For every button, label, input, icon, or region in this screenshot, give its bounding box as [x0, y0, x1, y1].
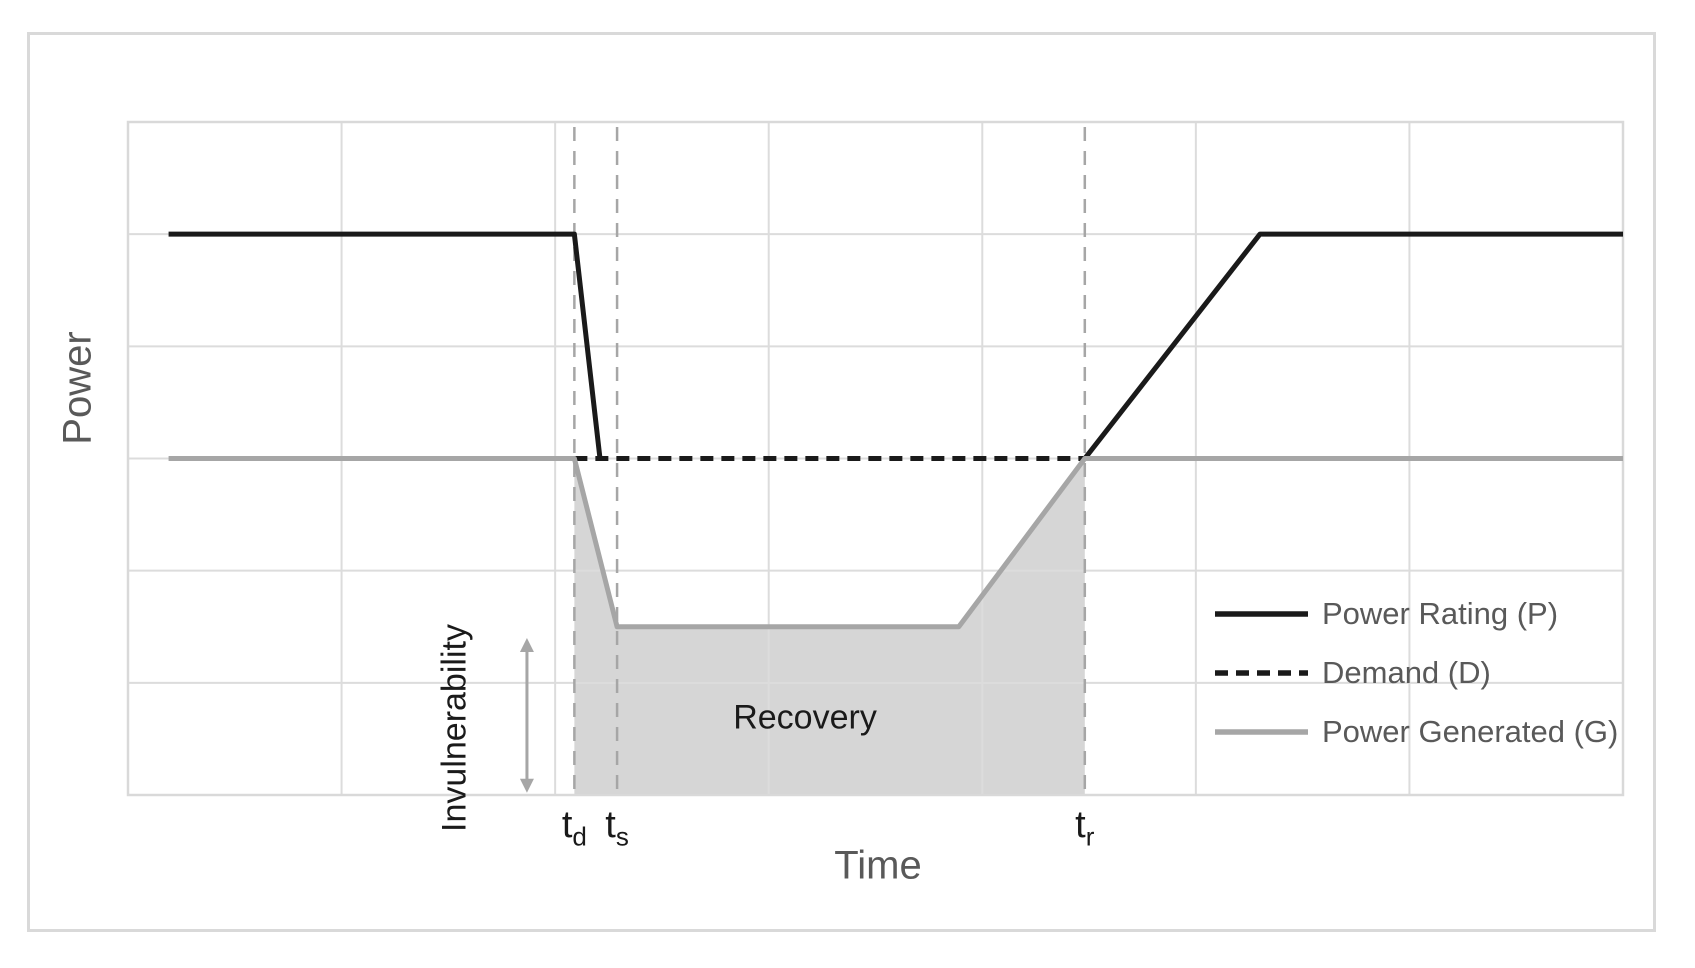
annotation-invulnerability: Invulnerability [435, 623, 474, 832]
invulnerability-arrow-head-top [519, 637, 534, 652]
legend-label: Power Rating (P) [1322, 595, 1559, 631]
legend-item: Power Generated (G) [1215, 702, 1618, 761]
legend: Power Rating (P) Demand (D) Power Generate… [1215, 584, 1618, 761]
y-axis-title: Power [55, 331, 100, 445]
x-axis-title: Time [834, 843, 922, 888]
power-rating-line [1082, 231, 1623, 461]
invulnerability-arrow-head-bottom [519, 778, 534, 793]
event-label-tr: tr [1075, 804, 1095, 852]
legend-line-swatch [1215, 669, 1308, 676]
event-label-subscript: r [1085, 821, 1095, 852]
event-label-subscript: d [572, 821, 587, 852]
legend-label: Power Generated (G) [1322, 713, 1619, 749]
annotation-recovery: Recovery [733, 698, 877, 737]
event-label-td: td [561, 804, 587, 852]
power-generated-line [168, 456, 1623, 630]
legend-item: Power Rating (P) [1215, 584, 1618, 643]
legend-label: Demand (D) [1322, 654, 1491, 690]
legend-line-swatch [1215, 610, 1308, 617]
event-label-subscript: s [615, 821, 629, 852]
legend-item: Demand (D) [1215, 643, 1618, 702]
legend-line-swatch [1215, 728, 1308, 735]
power-rating-line [168, 231, 603, 459]
event-label-ts: ts [605, 804, 629, 852]
